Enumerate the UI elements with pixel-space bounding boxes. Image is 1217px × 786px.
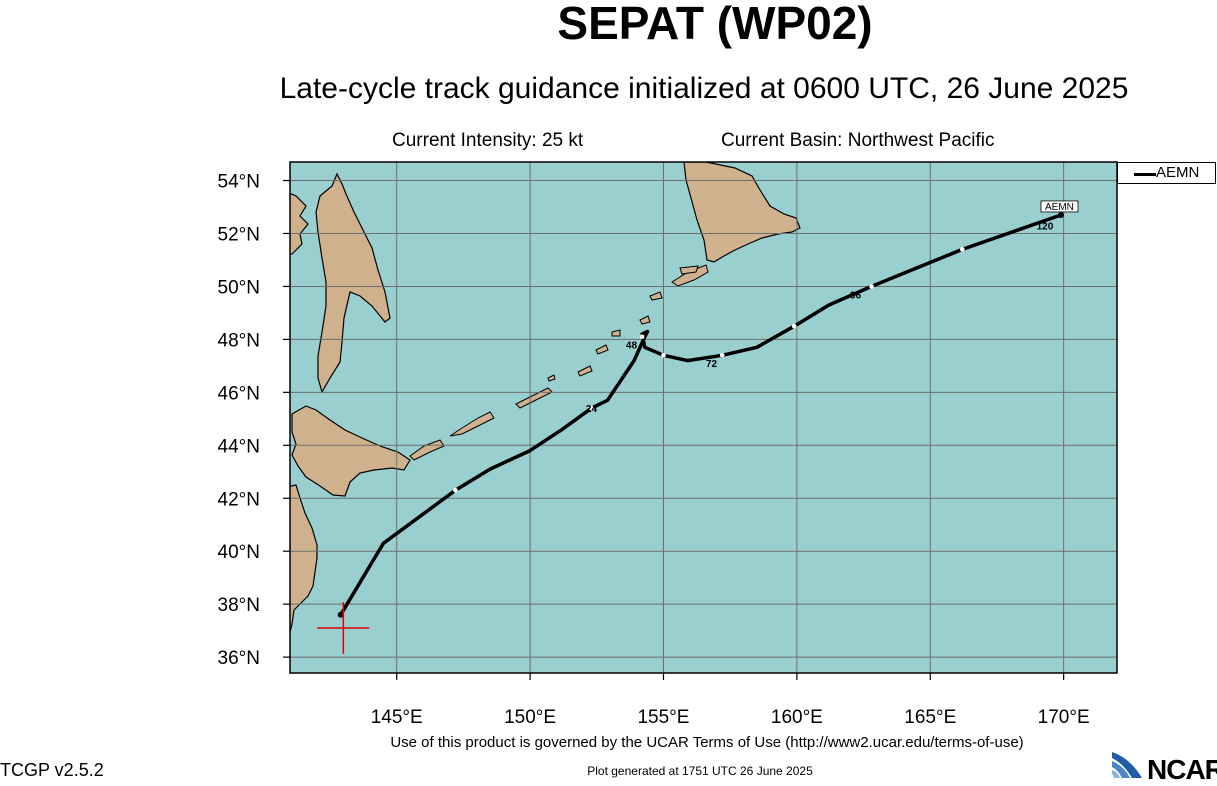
lon-tick-label: 145°E	[371, 707, 423, 728]
forecast-hour-label: 48	[626, 341, 638, 352]
map-frame	[289, 161, 1118, 674]
lat-tick-label: 46°N	[218, 383, 260, 404]
ocean	[290, 162, 1117, 673]
current-position-marker	[317, 601, 370, 654]
forecast-hour-label: 96	[850, 290, 862, 301]
forecast-marker	[719, 352, 725, 358]
legend-label-aemn: AEMN	[1156, 164, 1200, 181]
forecast-marker	[661, 352, 666, 358]
lat-tick-label: 54°N	[218, 172, 260, 193]
version-label: TCGP v2.5.2	[0, 760, 104, 780]
forecast-marker	[589, 405, 594, 411]
forecast-marker	[639, 334, 645, 340]
mainland-coast	[290, 192, 309, 256]
current-basin: Current Basin: Northwest Pacific	[721, 130, 995, 151]
tracks: 24 48 72 96 120 AEMN	[337, 200, 1079, 618]
sakhalin-coast	[315, 172, 391, 394]
legend: AEMN	[1117, 162, 1216, 184]
axis-labels: 145°E 150°E 155°E 160°E 165°E 170°E 36°N 38°N 40…	[218, 172, 1090, 728]
ncar-logo-text: NCAR	[1147, 754, 1217, 785]
lon-tick-label: 170°E	[1038, 707, 1090, 728]
ncar-logo	[1112, 752, 1142, 778]
forecast-marker	[959, 247, 965, 252]
lon-tick-label: 150°E	[504, 707, 556, 728]
track-end-point	[1057, 211, 1064, 218]
plot-title: SEPAT (WP02)	[557, 0, 873, 49]
lat-tick-label: 38°N	[218, 595, 260, 616]
track-start-point	[337, 611, 344, 618]
kuril-islands	[409, 264, 709, 461]
track-line-aemn	[339, 213, 1062, 616]
forecast-marker	[869, 284, 874, 289]
plot-generated-time: Plot generated at 1751 UTC 26 June 2025	[587, 764, 813, 778]
lon-tick-label: 160°E	[771, 707, 823, 728]
track-end-label: AEMN	[1045, 202, 1074, 213]
legend-swatch-aemn	[1134, 173, 1156, 176]
lat-tick-label: 48°N	[218, 330, 260, 351]
lat-tick-label: 36°N	[218, 648, 260, 669]
forecast-hour-label: 24	[586, 404, 598, 415]
land-layer	[290, 162, 801, 635]
lat-tick-label: 42°N	[218, 489, 260, 510]
hokkaido-coast	[291, 405, 411, 497]
forecast-marker	[453, 488, 458, 493]
lat-tick-label: 50°N	[218, 277, 260, 298]
lat-tick-label: 52°N	[218, 224, 260, 245]
plot-subtitle: Late-cycle track guidance initialized at…	[279, 72, 1129, 105]
kamchatka-coast	[683, 162, 801, 263]
current-intensity: Current Intensity: 25 kt	[392, 130, 584, 151]
terms-of-use: Use of this product is governed by the U…	[390, 734, 1024, 751]
axis-ticks	[283, 179, 1065, 680]
forecast-hour-label: 72	[706, 359, 718, 370]
forecast-hour-label: 120	[1037, 222, 1054, 233]
honshu-coast	[290, 484, 318, 635]
lon-tick-label: 155°E	[637, 707, 689, 728]
lat-tick-label: 44°N	[218, 436, 260, 457]
track-end-label-box	[1040, 200, 1079, 213]
lon-tick-label: 165°E	[904, 707, 956, 728]
lat-tick-label: 40°N	[218, 542, 260, 563]
forecast-marker	[791, 323, 797, 329]
graticule	[290, 162, 1117, 673]
